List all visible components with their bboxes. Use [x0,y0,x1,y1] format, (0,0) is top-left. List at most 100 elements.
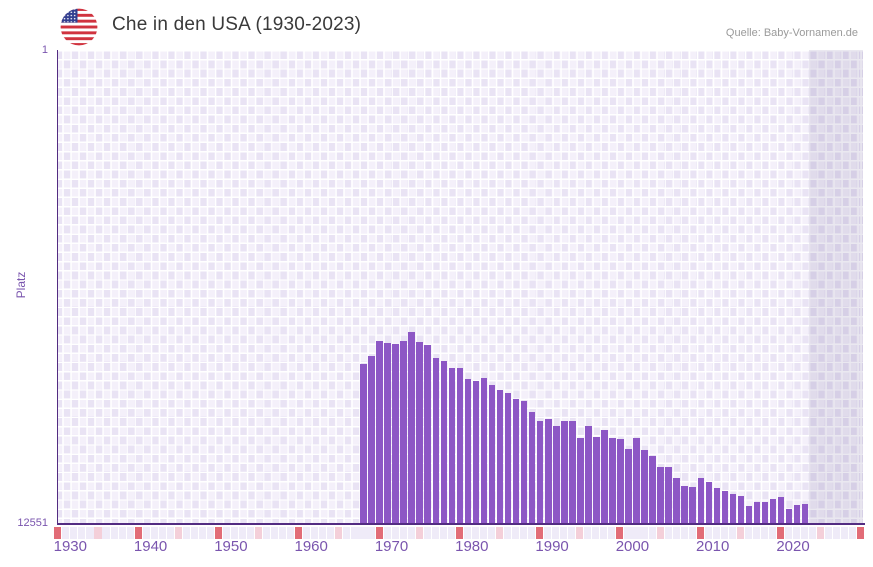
year-tick-1996 [584,526,592,539]
year-tick-1971 [383,526,391,539]
year-tick-1994 [568,526,576,539]
bar-2004[interactable] [649,456,656,524]
bar-2014[interactable] [729,494,737,524]
year-tick-1967 [351,526,359,539]
x-axis-label-1970: 1970 [374,538,409,555]
bar-1972[interactable] [392,344,399,524]
bar-1999[interactable] [609,438,616,524]
bar-1984[interactable] [488,385,496,524]
x-axis-label-1930: 1930 [53,538,87,555]
year-tick-1991 [544,526,552,539]
year-tick-2008 [680,526,688,539]
bar-1987[interactable] [512,398,520,524]
x-axis-ticks [54,526,869,539]
bar-2019[interactable] [769,499,777,524]
bar-1982[interactable] [472,381,480,524]
bar-2008[interactable] [681,485,689,524]
bar-1971[interactable] [384,343,391,524]
year-tick-2002 [632,526,640,539]
y-axis-title: Platz [14,271,28,299]
year-tick-1968 [359,526,367,539]
bar-1978[interactable] [440,360,448,524]
bar-2006[interactable] [665,467,672,524]
year-tick-1960 [295,526,303,539]
bar-1991[interactable] [544,419,552,524]
year-tick-1930 [54,526,62,539]
bar-2001[interactable] [625,449,632,524]
bar-2018[interactable] [761,501,769,524]
bar-2013[interactable] [721,491,729,524]
year-tick-2014 [728,526,736,539]
bar-1969[interactable] [368,355,375,524]
bar-1980[interactable] [456,367,464,524]
bar-2010[interactable] [697,478,705,524]
year-tick-1980 [455,526,463,539]
year-tick-2006 [664,526,672,539]
bar-1985[interactable] [496,389,504,524]
bar-1979[interactable] [448,368,456,524]
bar-1976[interactable] [424,344,432,524]
year-tick-2021 [785,526,793,539]
bar-2017[interactable] [753,501,761,524]
year-tick-2019 [768,526,777,539]
year-tick-1976 [423,526,431,539]
year-tick-1993 [560,526,568,539]
bar-2002[interactable] [633,437,640,524]
bar-1981[interactable] [464,378,472,524]
bar-1996[interactable] [585,426,592,524]
bar-1992[interactable] [552,425,560,524]
year-tick-2024 [809,526,817,539]
bar-1989[interactable] [528,411,536,524]
year-tick-2029 [849,526,857,539]
bar-2020[interactable] [777,497,785,524]
bar-2012[interactable] [713,488,721,524]
bar-2016[interactable] [745,505,753,524]
bar-2022[interactable] [793,505,801,524]
year-tick-1939 [126,526,134,539]
bar-2009[interactable] [689,486,697,524]
bar-1973[interactable] [400,340,407,524]
year-tick-1969 [367,526,375,539]
year-tick-1990 [536,526,544,539]
bar-2011[interactable] [705,481,713,524]
x-axis-label-1960: 1960 [294,538,328,555]
year-tick-1981 [463,526,471,539]
year-tick-1989 [528,526,536,539]
year-tick-1937 [110,526,118,539]
year-tick-2003 [640,526,648,539]
bar-1983[interactable] [480,378,488,524]
bar-2021[interactable] [785,508,793,524]
year-tick-2020 [777,526,785,539]
bar-1995[interactable] [577,437,584,524]
bar-1990[interactable] [536,420,544,524]
bar-2003[interactable] [641,449,648,524]
year-tick-1964 [327,526,335,539]
year-tick-2000 [616,526,624,539]
bar-2007[interactable] [673,478,680,524]
bar-2005[interactable] [657,466,664,524]
bar-2000[interactable] [617,439,624,524]
year-tick-2025 [817,526,825,539]
bar-1994[interactable] [569,420,576,524]
bar-2015[interactable] [737,496,745,524]
bar-1997[interactable] [593,436,600,524]
year-tick-1974 [407,526,415,539]
year-tick-1975 [415,526,423,539]
year-tick-1938 [118,526,126,539]
bar-1988[interactable] [520,401,528,524]
year-tick-1963 [319,526,327,539]
year-tick-2007 [672,526,680,539]
bar-1968[interactable] [360,364,367,524]
x-axis-labels: 1930 1940 1950 1960 1970 1980 1990 2000 2010 2020 [53,538,869,558]
year-tick-1935 [94,526,102,539]
year-tick-1956 [263,526,271,539]
bar-1998[interactable] [601,429,608,524]
bar-1974[interactable] [408,331,415,524]
bar-2023[interactable] [801,503,809,524]
bar-1993[interactable] [560,420,568,524]
bar-1977[interactable] [432,358,440,524]
bar-1970[interactable] [376,340,383,524]
bar-1986[interactable] [504,393,512,524]
bar-1975[interactable] [416,341,424,524]
year-tick-1943 [158,526,166,539]
